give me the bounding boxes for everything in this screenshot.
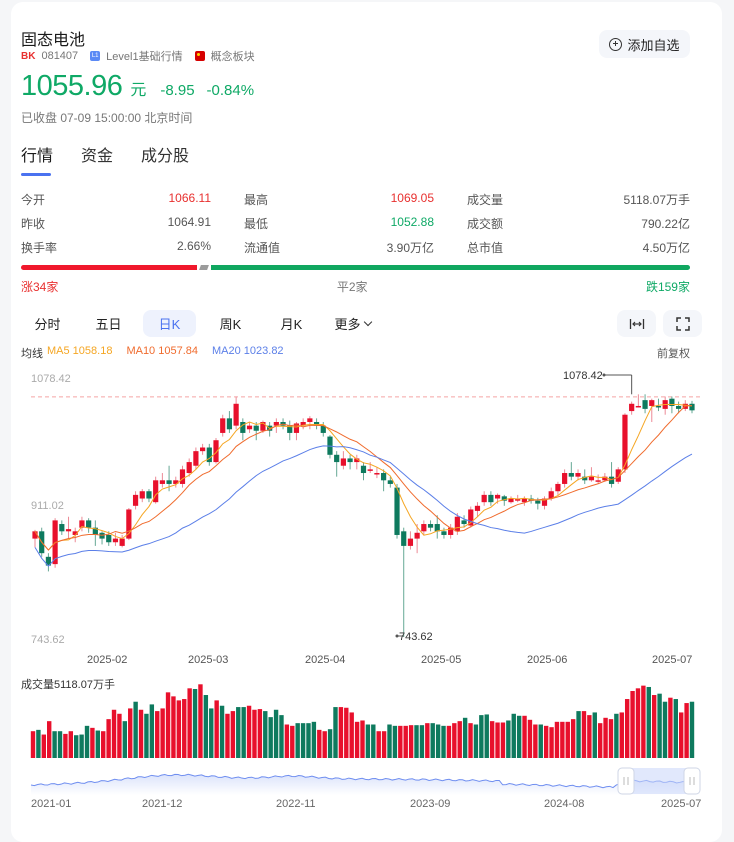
- x-axis-label: 2025-06: [527, 654, 568, 666]
- tab-intraday[interactable]: 分时: [34, 317, 61, 332]
- y-axis-max: 1078.42: [31, 373, 71, 385]
- stat-turnover-amount: 790.22亿: [641, 216, 690, 231]
- price-change-pct: -0.84%: [206, 82, 255, 99]
- navigator-handle[interactable]: [683, 767, 701, 795]
- svg-text:1078.42: 1078.42: [563, 370, 603, 382]
- price-unit: 元: [130, 82, 147, 99]
- fit-width-button[interactable]: [617, 310, 656, 337]
- ma-legend: 均线 MA5 1058.18 MA10 1057.84 MA20 1023.82: [21, 345, 298, 361]
- stat-label: 成交量: [467, 192, 504, 207]
- y-axis-mid: 911.02: [31, 500, 64, 512]
- stock-meta: BK 081407 L1 Level1基础行情 概念板块: [21, 48, 255, 64]
- tab-monthly-k[interactable]: 月K: [280, 317, 303, 332]
- x-axis-label: 2025-07: [652, 654, 693, 666]
- bk-badge: BK: [21, 50, 36, 62]
- market-status: 已收盘 07-09 15:00:00 北京时间: [21, 111, 193, 125]
- level-label: Level1基础行情: [106, 51, 183, 63]
- stat-high: 1069.05: [390, 190, 434, 205]
- tab-quote[interactable]: 行情: [21, 142, 53, 176]
- x-axis-label: 2025-02: [87, 654, 128, 666]
- page-title: 固态电池: [21, 32, 86, 49]
- price-row: 1055.96 元 -8.95 -0.84%: [21, 70, 254, 103]
- breadth-up-label: 涨34家: [21, 280, 59, 294]
- x-axis-label: 2025-04: [305, 654, 346, 666]
- ma10-value: MA10 1057.84: [126, 345, 198, 357]
- tab-weekly-k[interactable]: 周K: [219, 317, 242, 332]
- navigator-label: 2023-09: [410, 798, 451, 810]
- navigator-label: 2022-11: [276, 798, 316, 810]
- navigator-handle[interactable]: [617, 767, 635, 795]
- x-axis-label: 2025-03: [188, 654, 229, 666]
- stat-low: 1052.88: [390, 214, 434, 229]
- main-tabs: 行情 资金 成分股: [21, 142, 189, 176]
- breadth-down-label: 跌159家: [645, 280, 690, 294]
- plus-circle-icon: [609, 37, 623, 51]
- x-axis-label: 2025-05: [421, 654, 462, 666]
- fullscreen-icon: [675, 316, 690, 331]
- stat-label: 成交额: [467, 216, 504, 231]
- fit-width-icon: [629, 318, 644, 329]
- ma-label: 均线: [21, 348, 43, 360]
- navigator-label: 2021-01: [31, 798, 72, 810]
- navigator-label: 2025-07: [661, 798, 702, 810]
- stat-label: 换手率: [21, 240, 58, 255]
- breadth-bar: [21, 265, 690, 270]
- current-price: 1055.96: [21, 70, 123, 102]
- svg-text:743.62: 743.62: [399, 631, 433, 643]
- china-flag-icon: [194, 51, 205, 61]
- kline-period-tabs: 分时 五日 日K 周K 月K 更多: [21, 310, 387, 337]
- stats-grid: 今开 1066.11 最高 1069.05 成交量 5118.07万手 昨收 1064.…: [21, 187, 690, 259]
- stat-label: 总市值: [467, 240, 504, 255]
- stock-card: [11, 2, 722, 842]
- tab-daily-k[interactable]: 日K: [143, 310, 196, 337]
- breadth-labels: 涨34家 平2家 跌159家: [21, 278, 690, 295]
- stat-float-cap: 3.90万亿: [386, 240, 434, 255]
- navigator-label: 2024-08: [544, 798, 585, 810]
- stat-turnover-rate: 2.66%: [176, 238, 211, 253]
- volume-title: 成交量5118.07万手: [21, 679, 115, 691]
- stat-volume: 5118.07万手: [623, 192, 691, 207]
- category-label: 概念板块: [210, 51, 255, 63]
- breadth-flat-label: 平2家: [336, 280, 368, 294]
- fullscreen-button[interactable]: [663, 310, 702, 337]
- level1-icon: L1: [90, 51, 101, 61]
- stat-label: 最低: [244, 216, 269, 231]
- tab-more[interactable]: 更多: [326, 310, 379, 337]
- stat-label: 昨收: [21, 216, 46, 231]
- stat-label: 今开: [21, 192, 46, 207]
- tab-capital[interactable]: 资金: [81, 148, 114, 165]
- ma5-value: MA5 1058.18: [47, 345, 113, 357]
- stat-open: 1066.11: [168, 190, 212, 205]
- y-axis-min: 743.62: [31, 634, 65, 646]
- stat-label: 流通值: [244, 240, 281, 255]
- breadth-down-segment: [210, 265, 690, 270]
- stat-label: 最高: [244, 192, 269, 207]
- ma20-value: MA20 1023.82: [212, 345, 284, 357]
- add-watchlist-button[interactable]: 添加自选: [599, 30, 690, 58]
- tab-constituents[interactable]: 成分股: [141, 148, 190, 165]
- stock-code: 081407: [41, 50, 79, 62]
- price-change: -8.95: [160, 82, 195, 99]
- stat-market-cap: 4.50万亿: [642, 240, 690, 255]
- navigator-selection[interactable]: [626, 768, 692, 794]
- tab-five-day[interactable]: 五日: [95, 317, 122, 332]
- navigator-label: 2021-12: [142, 798, 183, 810]
- stat-prev-close: 1064.91: [167, 214, 211, 229]
- price-adjust-toggle[interactable]: 前复权: [657, 348, 690, 360]
- breadth-up-segment: [21, 265, 197, 270]
